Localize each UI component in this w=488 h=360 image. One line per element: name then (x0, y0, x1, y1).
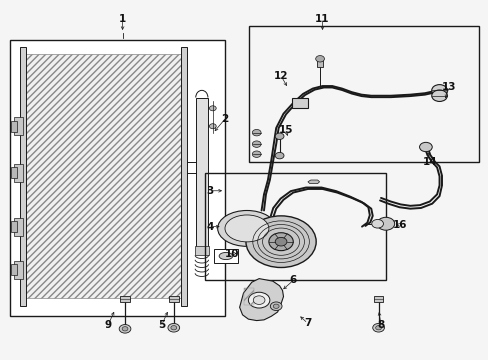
Ellipse shape (217, 211, 276, 246)
Circle shape (167, 323, 179, 332)
Circle shape (119, 324, 131, 333)
Bar (11, 221, 17, 232)
Text: 8: 8 (377, 320, 384, 330)
Bar (181, 47, 186, 306)
Bar (14, 164, 23, 182)
Circle shape (253, 296, 264, 305)
Bar (373, 296, 383, 302)
Bar (14, 261, 23, 279)
Bar (10, 40, 224, 316)
Text: 12: 12 (273, 71, 288, 81)
Polygon shape (307, 180, 319, 184)
Circle shape (275, 152, 284, 159)
Bar (194, 246, 208, 255)
Polygon shape (239, 279, 283, 320)
Ellipse shape (224, 215, 268, 242)
Circle shape (170, 325, 176, 330)
Text: 6: 6 (289, 275, 296, 285)
Bar (168, 296, 178, 302)
Text: 13: 13 (441, 82, 456, 92)
Bar (11, 121, 17, 132)
Text: 2: 2 (221, 114, 228, 124)
Bar (205, 173, 385, 280)
Text: 9: 9 (104, 320, 111, 330)
Circle shape (431, 90, 447, 102)
Bar (22, 54, 183, 298)
Text: 16: 16 (392, 220, 407, 230)
Circle shape (268, 233, 293, 251)
Bar (14, 218, 23, 235)
Circle shape (315, 55, 324, 62)
Text: 7: 7 (304, 319, 311, 328)
Circle shape (273, 304, 279, 309)
Circle shape (376, 217, 394, 230)
Bar (20, 47, 26, 306)
Circle shape (122, 327, 128, 331)
Text: 5: 5 (158, 320, 165, 330)
Circle shape (252, 141, 261, 147)
Circle shape (372, 323, 384, 332)
Text: 1: 1 (119, 14, 126, 24)
Circle shape (252, 130, 261, 136)
Text: 3: 3 (206, 186, 214, 196)
Text: 14: 14 (422, 157, 436, 167)
Circle shape (375, 325, 381, 330)
Bar (214, 249, 237, 263)
Circle shape (275, 133, 284, 139)
Bar (120, 296, 130, 302)
Circle shape (209, 124, 216, 129)
Text: 11: 11 (315, 14, 329, 24)
Circle shape (419, 142, 431, 152)
Circle shape (248, 292, 269, 308)
Text: 15: 15 (278, 125, 293, 135)
Bar (11, 264, 17, 275)
Bar (249, 26, 478, 162)
Circle shape (270, 302, 282, 311)
Circle shape (371, 220, 383, 228)
Text: 10: 10 (224, 248, 239, 258)
Circle shape (252, 151, 261, 157)
Bar (243, 288, 254, 305)
Bar (195, 98, 207, 248)
Ellipse shape (219, 252, 232, 260)
Bar (316, 59, 323, 67)
Circle shape (245, 216, 316, 267)
Bar (11, 167, 17, 178)
Circle shape (431, 85, 447, 96)
Circle shape (209, 106, 216, 111)
Text: 4: 4 (206, 222, 214, 231)
Bar (14, 117, 23, 135)
Bar (292, 98, 307, 108)
Circle shape (275, 237, 286, 246)
